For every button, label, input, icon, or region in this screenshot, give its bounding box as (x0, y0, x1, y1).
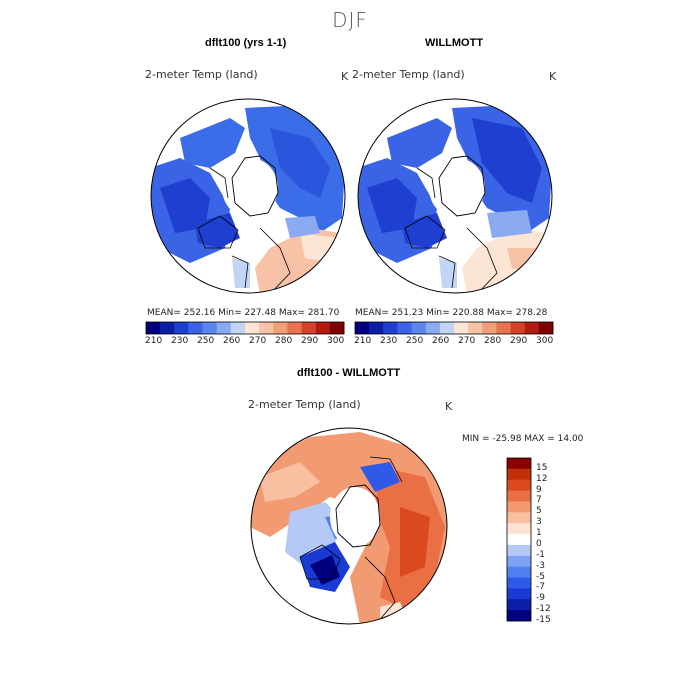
panel-2-title: WILLMOTT (425, 37, 484, 49)
colorbar-tick-label: 280 (275, 336, 293, 346)
colorbar-swatch (383, 322, 398, 334)
panel-1-map (150, 98, 346, 294)
colorbar-tick-label: 210 (145, 336, 163, 346)
colorbar-swatch (425, 322, 441, 334)
colorbar-tick-label: -1 (536, 549, 545, 560)
colorbar-tick-label: -9 (536, 593, 545, 604)
colorbar-swatch (329, 322, 345, 334)
colorbar-swatch (273, 322, 288, 334)
colorbar-swatch (301, 322, 317, 334)
colorbar-tick-label: -5 (536, 571, 545, 582)
colorbar-swatch (245, 322, 260, 334)
colorbar-swatch (507, 610, 531, 622)
colorbar-swatch (188, 322, 203, 334)
colorbar-swatch (202, 322, 218, 334)
colorbar-swatch (216, 322, 232, 334)
colorbar-tick-label: -15 (536, 615, 551, 625)
panel-1-colorbar (145, 321, 345, 335)
colorbar-tick-label: 0 (536, 538, 542, 549)
colorbar-swatch (287, 322, 302, 334)
colorbar-tick-label: 3 (536, 517, 542, 528)
colorbar-swatch (507, 523, 531, 535)
diff-panel-variable: 2-meter Temp (land) (248, 398, 361, 411)
panel-1-title: dflt100 (yrs 1-1) (205, 37, 287, 49)
colorbar-swatch (507, 512, 531, 524)
colorbar-swatch (355, 322, 370, 334)
colorbar-tick-label: 300 (536, 336, 554, 346)
panel-2-stats: MEAN= 251.23 Min= 220.88 Max= 278.28 (355, 308, 548, 318)
colorbar-swatch (507, 566, 531, 578)
colorbar-swatch (507, 501, 531, 513)
diff-colorbar (506, 457, 532, 622)
colorbar-swatch (411, 322, 427, 334)
colorbar-tick-label: 12 (536, 473, 548, 484)
panel-2-map (357, 98, 553, 294)
colorbar-tick-label: 230 (171, 336, 189, 346)
colorbar-swatch (482, 322, 497, 334)
diff-panel-title: dflt100 - WILLMOTT (297, 367, 401, 379)
colorbar-tick-label: 300 (327, 336, 345, 346)
colorbar-swatch (439, 322, 455, 334)
colorbar-swatch (397, 322, 412, 334)
colorbar-tick-label: 9 (536, 484, 542, 495)
colorbar-swatch (507, 599, 531, 611)
colorbar-swatch (507, 479, 531, 491)
colorbar-tick-label: 260 (223, 336, 241, 346)
colorbar-swatch (507, 490, 531, 502)
colorbar-swatch (230, 322, 246, 334)
diff-panel-units: K (445, 400, 453, 413)
colorbar-tick-label: -7 (536, 582, 545, 593)
colorbar-swatch (496, 322, 511, 334)
colorbar-swatch (510, 322, 526, 334)
colorbar-tick-label: 270 (249, 336, 267, 346)
colorbar-tick-label: 280 (484, 336, 502, 346)
colorbar-swatch (507, 458, 531, 470)
colorbar-swatch (174, 322, 189, 334)
colorbar-tick-label: -12 (536, 604, 551, 615)
colorbar-tick-label: 250 (197, 336, 215, 346)
colorbar-tick-label: -3 (536, 560, 545, 571)
colorbar-swatch (259, 322, 274, 334)
diff-panel-map (250, 427, 448, 625)
colorbar-swatch (507, 577, 531, 589)
colorbar-swatch (507, 588, 531, 600)
colorbar-tick-label: 7 (536, 495, 542, 506)
colorbar-tick-label: 290 (510, 336, 528, 346)
colorbar-swatch (468, 322, 483, 334)
panel-2-units: K (549, 70, 557, 83)
colorbar-tick-label: 15 (536, 462, 548, 473)
panel-1-stats: MEAN= 252.16 Min= 227.48 Max= 281.70 (147, 308, 340, 318)
colorbar-swatch (507, 468, 531, 481)
diff-panel-stats: MIN = -25.98 MAX = 14.00 (462, 434, 584, 444)
panel-1-variable: 2-meter Temp (land) (145, 68, 258, 81)
colorbar-tick-label: 230 (380, 336, 398, 346)
colorbar-swatch (507, 534, 531, 546)
colorbar-swatch (146, 322, 161, 334)
colorbar-tick-label: 260 (432, 336, 450, 346)
colorbar-tick-label: 5 (536, 506, 542, 517)
main-title: DJF (332, 8, 368, 32)
panel-2-colorbar (354, 321, 554, 335)
colorbar-swatch (507, 555, 531, 567)
colorbar-swatch (507, 544, 531, 557)
colorbar-tick-label: 1 (536, 528, 542, 539)
panel-2-variable: 2-meter Temp (land) (352, 68, 465, 81)
colorbar-swatch (524, 322, 540, 334)
colorbar-swatch (315, 322, 331, 334)
colorbar-swatch (369, 322, 384, 334)
panel-1-units: K (341, 70, 349, 83)
colorbar-swatch (160, 322, 175, 334)
colorbar-swatch (538, 322, 554, 334)
colorbar-tick-label: 290 (301, 336, 319, 346)
colorbar-tick-label: 210 (354, 336, 372, 346)
colorbar-tick-label: 270 (458, 336, 476, 346)
colorbar-swatch (454, 322, 469, 334)
colorbar-tick-label: 250 (406, 336, 424, 346)
